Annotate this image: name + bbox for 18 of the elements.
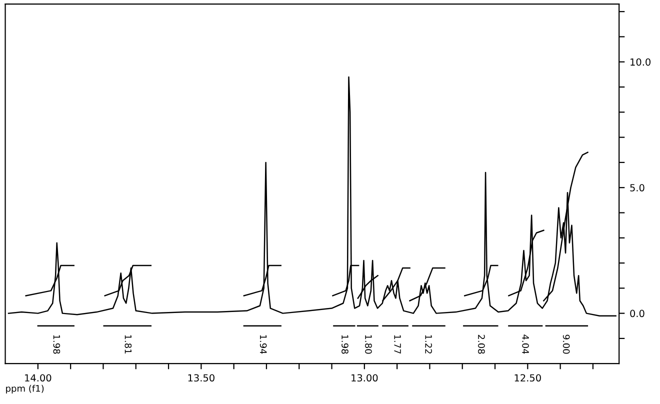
annotation: 1.81 <box>124 335 132 354</box>
y-tick-label: 5.0 <box>630 184 644 192</box>
annotation: 1.94 <box>260 335 267 354</box>
annotation: 1.98 <box>342 335 348 354</box>
annotation: 4.04 <box>522 334 529 354</box>
annotation: 1.98 <box>53 335 60 354</box>
x-tick-label: 14.00 <box>25 374 52 382</box>
x-tick-label: 13.00 <box>352 374 378 382</box>
y-tick-label: 0.0 <box>630 310 644 318</box>
annotation: 1.22 <box>425 335 432 354</box>
x-tick-label: 13.50 <box>188 374 214 382</box>
y-tick-label: 10.0 <box>630 58 650 66</box>
annotation: 1.80 <box>365 335 372 354</box>
x-tick-label: 12.50 <box>514 374 541 382</box>
annotation: 9.00 <box>562 334 570 354</box>
annotation: 2.08 <box>478 334 485 354</box>
annotation: 1.77 <box>394 335 401 354</box>
x-axis-title: ppm (f1) <box>6 384 44 394</box>
